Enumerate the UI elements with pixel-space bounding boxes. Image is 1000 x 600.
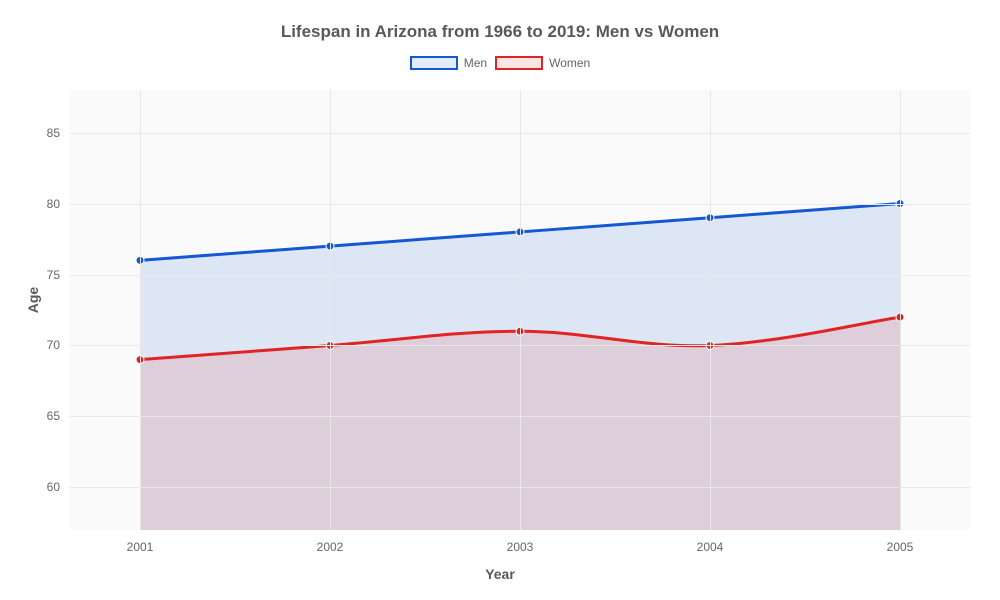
y-tick-label: 70 xyxy=(47,338,70,352)
gridline-v xyxy=(520,90,521,530)
y-tick-label: 60 xyxy=(47,480,70,494)
legend-item-men[interactable]: Men xyxy=(410,56,487,70)
legend-swatch-men xyxy=(410,56,458,70)
gridline-v xyxy=(710,90,711,530)
y-tick-label: 80 xyxy=(47,197,70,211)
plot-area: 60657075808520012002200320042005 xyxy=(70,90,970,530)
y-tick-label: 75 xyxy=(47,268,70,282)
gridline-v xyxy=(140,90,141,530)
gridline-v xyxy=(330,90,331,530)
x-axis-title: Year xyxy=(485,566,515,582)
gridline-v xyxy=(900,90,901,530)
chart-title: Lifespan in Arizona from 1966 to 2019: M… xyxy=(0,0,1000,42)
x-tick-label: 2005 xyxy=(887,530,914,554)
legend-item-women[interactable]: Women xyxy=(495,56,590,70)
legend: Men Women xyxy=(0,56,1000,70)
y-axis-title: Age xyxy=(25,287,41,313)
y-tick-label: 65 xyxy=(47,409,70,423)
legend-swatch-women xyxy=(495,56,543,70)
y-tick-label: 85 xyxy=(47,126,70,140)
chart-container: Lifespan in Arizona from 1966 to 2019: M… xyxy=(0,0,1000,600)
x-tick-label: 2001 xyxy=(127,530,154,554)
legend-label-men: Men xyxy=(464,56,487,70)
x-tick-label: 2004 xyxy=(697,530,724,554)
legend-label-women: Women xyxy=(549,56,590,70)
x-tick-label: 2002 xyxy=(317,530,344,554)
x-tick-label: 2003 xyxy=(507,530,534,554)
